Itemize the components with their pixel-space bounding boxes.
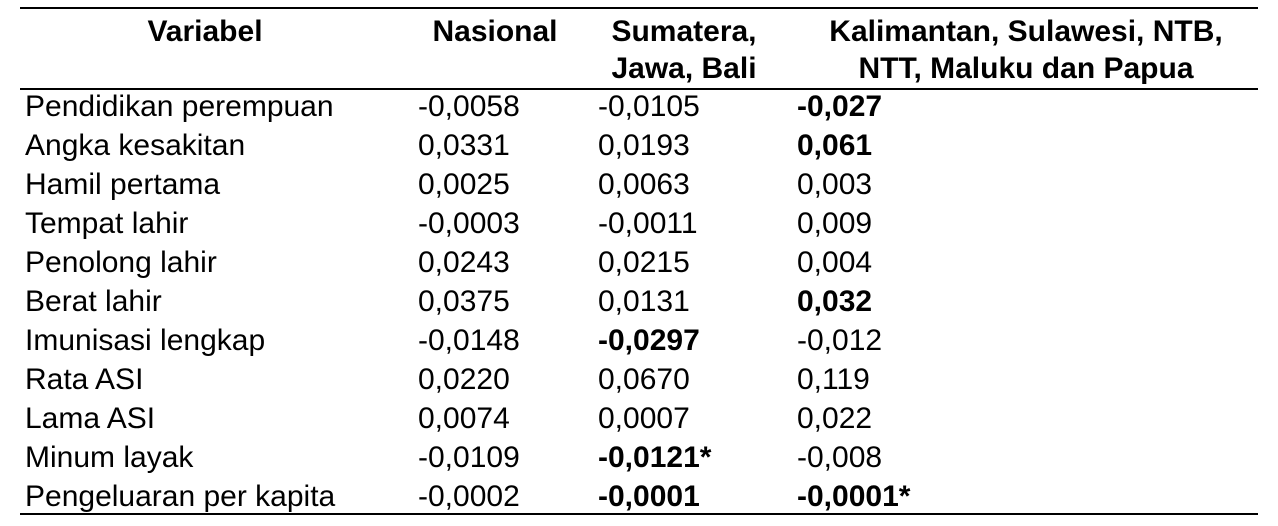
value-cell: -0,0121*: [598, 441, 712, 474]
value-cell: 0,0131: [598, 285, 690, 318]
header-cell: Nasional: [432, 15, 558, 48]
value-cell: -0,0003: [418, 207, 520, 240]
value-cell: 0,0215: [598, 246, 690, 279]
value-cell: 0,0375: [418, 285, 510, 318]
value-cell: -0,0109: [418, 441, 520, 474]
value-cell: -0,027: [797, 90, 883, 123]
value-cell: -0,0297: [598, 324, 700, 357]
header-cell: NTT, Maluku dan Papua: [858, 52, 1194, 85]
row-label: Pengeluaran per kapita: [25, 480, 336, 513]
value-cell: 0,0670: [598, 363, 690, 396]
header-cell: Jawa, Bali: [611, 52, 757, 85]
value-cell: 0,0063: [598, 168, 690, 201]
value-cell: 0,003: [797, 168, 873, 201]
value-cell: -0,0011: [598, 207, 698, 240]
value-cell: 0,0193: [598, 129, 690, 162]
row-label: Minum layak: [25, 441, 194, 474]
value-cell: 0,032: [797, 285, 873, 318]
value-cell: 0,0074: [418, 402, 510, 435]
value-cell: -0,012: [797, 324, 883, 357]
header-cell: Sumatera,: [611, 15, 757, 48]
value-cell: -0,0001*: [797, 480, 911, 513]
row-label: Imunisasi lengkap: [25, 324, 266, 357]
value-cell: -0,0105: [598, 90, 700, 123]
value-cell: 0,0331: [418, 129, 510, 162]
value-cell: 0,004: [797, 246, 873, 279]
row-label: Pendidikan perempuan: [25, 90, 334, 123]
row-label: Tempat lahir: [25, 207, 189, 240]
value-cell: -0,0002: [418, 480, 520, 513]
top-rule: [20, 7, 1258, 9]
header-cell: Kalimantan, Sulawesi, NTB,: [829, 15, 1223, 48]
value-cell: -0,0148: [418, 324, 520, 357]
value-cell: -0,008: [797, 441, 883, 474]
header-rule: [20, 88, 1258, 90]
value-cell: -0,0058: [418, 90, 520, 123]
row-label: Lama ASI: [25, 402, 156, 435]
row-label: Penolong lahir: [25, 246, 217, 279]
value-cell: 0,0007: [598, 402, 690, 435]
value-cell: 0,0025: [418, 168, 510, 201]
row-label: Hamil pertama: [25, 168, 221, 201]
row-label: Angka kesakitan: [25, 129, 246, 162]
value-cell: 0,0220: [418, 363, 510, 396]
value-cell: 0,119: [797, 363, 870, 396]
value-cell: 0,009: [797, 207, 873, 240]
row-label: Berat lahir: [25, 285, 162, 318]
value-cell: -0,0001: [598, 480, 700, 513]
row-label: Rata ASI: [25, 363, 144, 396]
bottom-rule: [20, 513, 1258, 515]
value-cell: 0,022: [797, 402, 873, 435]
value-cell: 0,0243: [418, 246, 510, 279]
value-cell: 0,061: [797, 129, 873, 162]
header-cell: Variabel: [147, 15, 263, 48]
